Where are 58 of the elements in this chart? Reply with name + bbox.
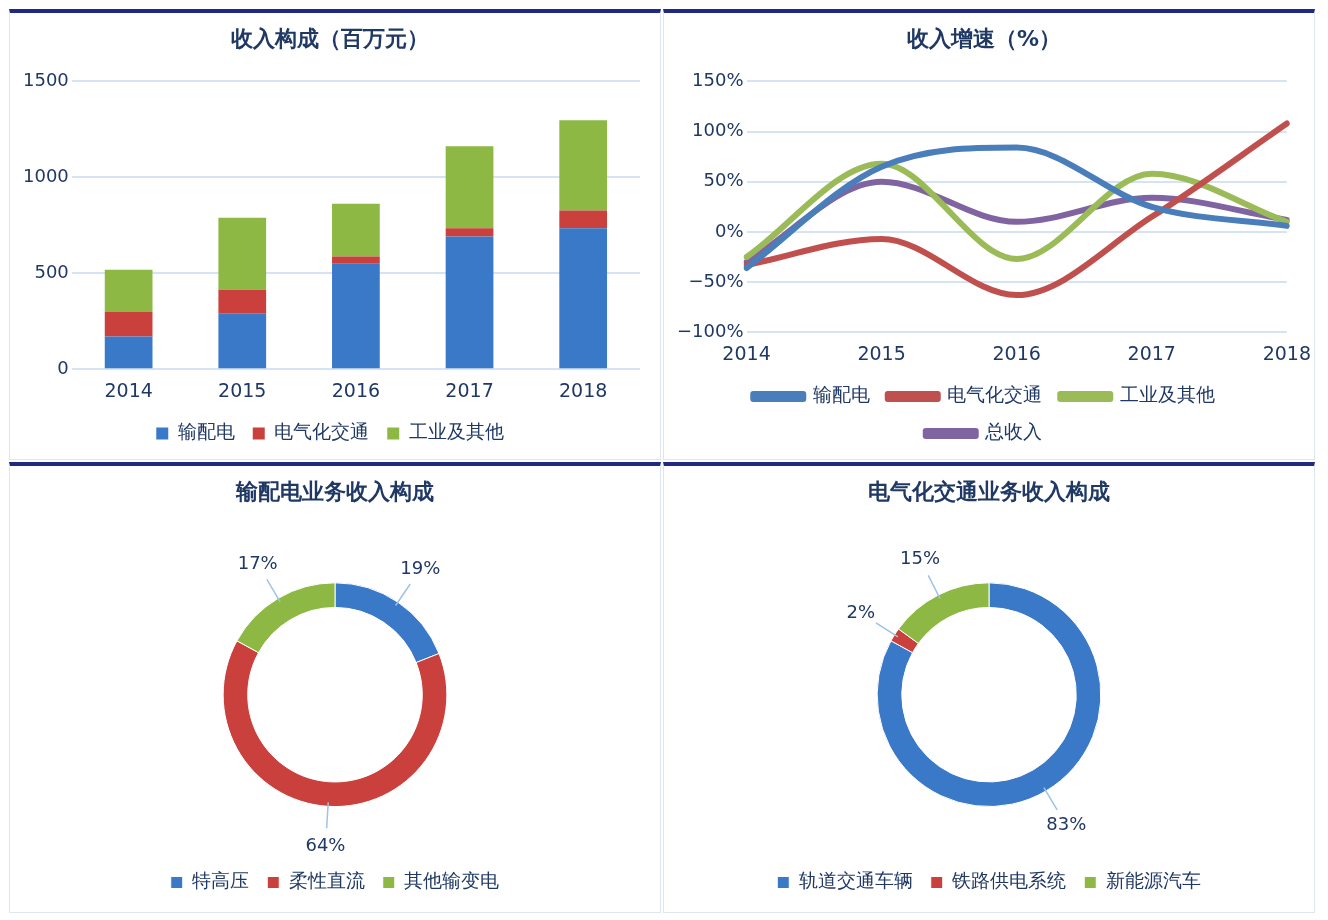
legend-label: 输配电 bbox=[177, 420, 235, 443]
x-tick-label: 2016 bbox=[331, 378, 381, 401]
bar bbox=[218, 313, 267, 369]
legend-label: 特高压 bbox=[192, 869, 250, 892]
x-tick-label: 2015 bbox=[857, 341, 906, 364]
data-label: 15% bbox=[900, 547, 941, 569]
chart-title: 收入构成（百万元） bbox=[231, 25, 429, 51]
bar bbox=[445, 146, 494, 229]
x-tick-label: 2014 bbox=[104, 378, 153, 401]
chart-title: 收入增速（%） bbox=[906, 25, 1062, 51]
legend-label: 轨道交通车辆 bbox=[798, 869, 913, 892]
y-tick-label: −100% bbox=[677, 319, 744, 341]
legend-label: 其他输变电 bbox=[404, 869, 500, 892]
y-tick-label: 150% bbox=[692, 69, 744, 91]
x-tick-label: 2014 bbox=[722, 341, 771, 364]
legend-label: 工业及其他 bbox=[1119, 383, 1215, 406]
x-tick-label: 2017 bbox=[1127, 341, 1176, 364]
legend-label: 铁路供电系统 bbox=[951, 869, 1067, 892]
x-tick-label: 2018 bbox=[559, 378, 608, 401]
data-label: 2% bbox=[846, 601, 876, 622]
bar bbox=[332, 256, 380, 264]
bar bbox=[559, 210, 608, 229]
y-tick-label: 500 bbox=[34, 260, 69, 282]
legend-label: 工业及其他 bbox=[408, 420, 504, 443]
bar bbox=[104, 312, 153, 337]
bar bbox=[445, 236, 494, 369]
x-tick-label: 2017 bbox=[445, 378, 494, 401]
bar bbox=[445, 228, 494, 237]
y-tick-label: 1500 bbox=[23, 69, 69, 91]
bar bbox=[104, 336, 153, 369]
y-tick-label: 1000 bbox=[23, 165, 69, 187]
x-tick-label: 2015 bbox=[218, 378, 267, 401]
chart-title: 输配电业务收入构成 bbox=[235, 478, 434, 504]
y-tick-label: 0% bbox=[714, 219, 744, 241]
y-tick-label: −50% bbox=[688, 269, 744, 291]
bar bbox=[218, 217, 267, 290]
data-label: 64% bbox=[305, 833, 346, 855]
data-label: 19% bbox=[400, 556, 441, 578]
bar bbox=[332, 203, 380, 257]
x-tick-label: 2018 bbox=[1262, 341, 1311, 364]
legend-label: 总收入 bbox=[984, 420, 1043, 443]
legend-label: 输配电 bbox=[812, 383, 870, 406]
chart-title: 电气化交通业务收入构成 bbox=[868, 478, 1110, 504]
legend-label: 柔性直流 bbox=[288, 869, 365, 892]
legend-label: 新能源汽车 bbox=[1105, 869, 1201, 892]
y-tick-label: 100% bbox=[692, 119, 744, 141]
legend-label: 电气化交通 bbox=[947, 383, 1043, 406]
y-tick-label: 50% bbox=[703, 169, 744, 191]
legend-label: 电气化交通 bbox=[274, 420, 370, 443]
data-label: 83% bbox=[1046, 813, 1087, 835]
data-label: 17% bbox=[237, 551, 278, 573]
bar bbox=[559, 120, 608, 211]
bar bbox=[104, 269, 153, 313]
bar bbox=[559, 228, 608, 369]
bar bbox=[218, 289, 267, 314]
x-tick-label: 2016 bbox=[992, 341, 1041, 364]
bar bbox=[332, 263, 380, 369]
y-tick-label: 0 bbox=[57, 356, 69, 378]
